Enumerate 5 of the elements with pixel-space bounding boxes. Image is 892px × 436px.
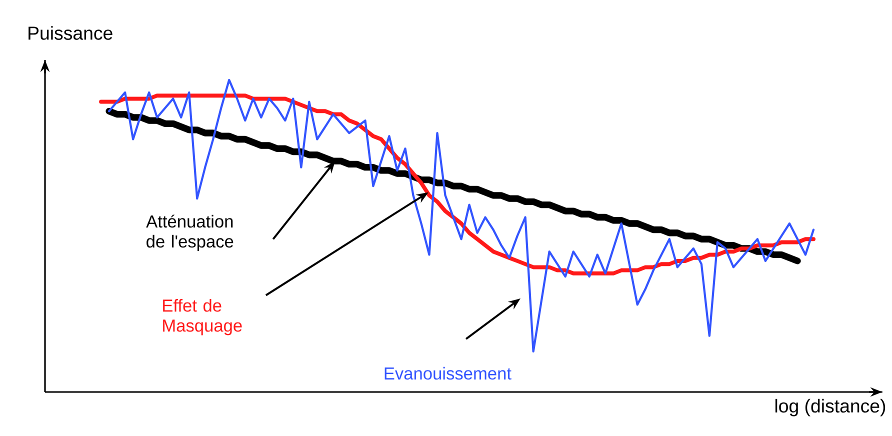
annotation: Evanouissement xyxy=(384,366,512,380)
y-axis-title: Puissance xyxy=(28,26,112,40)
annotation: Atténuation de l'espace xyxy=(146,214,234,252)
x-axis-title: log (distance) xyxy=(775,398,886,416)
annotation: Effet de Masquage xyxy=(163,299,242,336)
